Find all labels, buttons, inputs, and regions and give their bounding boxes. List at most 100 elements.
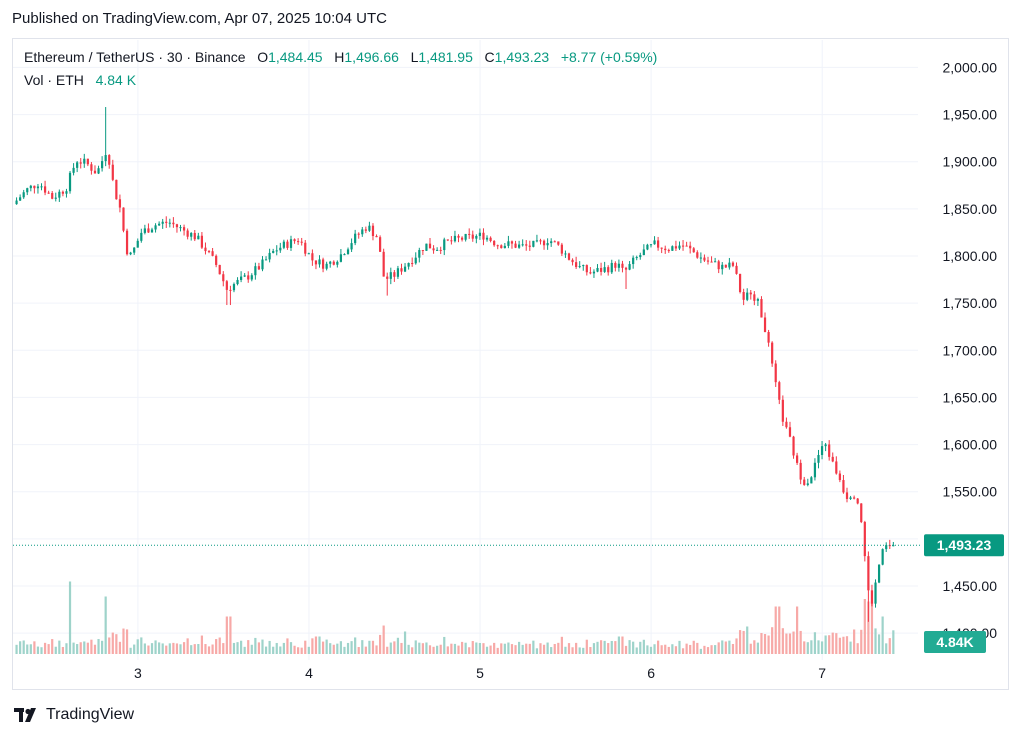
candle-body xyxy=(239,276,243,280)
candle-body xyxy=(571,259,574,263)
volume-bar xyxy=(400,642,403,654)
low-value: 1,481.95 xyxy=(418,49,473,65)
last-volume-label: 4.84K xyxy=(936,634,973,650)
volume-bar xyxy=(632,641,635,654)
volume-bar xyxy=(585,639,588,654)
volume-bar xyxy=(721,640,724,654)
candle-body xyxy=(503,245,506,249)
volume-bar xyxy=(15,644,18,654)
candle-body xyxy=(478,232,482,236)
volume-bar xyxy=(368,640,371,654)
volume-bar xyxy=(738,630,742,654)
volume-bar xyxy=(136,639,139,654)
volume-bar xyxy=(343,646,346,654)
candle-body xyxy=(828,444,831,457)
candle-body xyxy=(86,158,89,165)
volume-bar xyxy=(83,641,86,654)
volume-bar xyxy=(692,640,695,654)
volume-bar xyxy=(667,646,670,654)
volume-bar xyxy=(885,643,888,654)
volume-bar xyxy=(97,639,100,654)
published-caption: Published on TradingView.com, Apr 07, 20… xyxy=(12,10,387,27)
candle-body xyxy=(578,266,581,268)
volume-bar xyxy=(279,646,282,654)
volume-bar xyxy=(785,633,788,654)
candle-body xyxy=(43,186,47,193)
volume-bar xyxy=(457,645,460,654)
open-label: O xyxy=(257,49,269,65)
volume-bar xyxy=(485,646,489,654)
candle-body xyxy=(336,261,339,265)
y-tick-label: 1,450.00 xyxy=(943,578,998,594)
candle-body xyxy=(211,251,214,256)
volume-bar xyxy=(229,616,232,654)
volume-bar xyxy=(200,635,204,654)
volume-bar xyxy=(218,637,221,654)
volume-bar xyxy=(311,638,314,654)
volume-bar xyxy=(735,638,738,654)
footer-brand-name: TradingView xyxy=(46,706,135,723)
volume-bar xyxy=(443,636,446,654)
volume-bar xyxy=(339,641,343,654)
volume-bar xyxy=(542,644,546,654)
candle-body xyxy=(368,225,371,231)
candle-body xyxy=(553,241,556,243)
candle-body xyxy=(118,199,122,208)
candle-body xyxy=(247,275,250,280)
volume-bar xyxy=(510,644,514,654)
volume-bar xyxy=(535,648,539,654)
volume-bar xyxy=(582,647,585,654)
volume-bar xyxy=(425,642,428,654)
candle-body xyxy=(193,232,196,240)
candle-body xyxy=(468,233,471,235)
candle-body xyxy=(671,246,674,251)
candle-body xyxy=(393,272,396,277)
volume-bar xyxy=(820,641,824,654)
candle-body xyxy=(443,239,446,251)
candle-body xyxy=(350,243,353,250)
volume-bar xyxy=(503,643,506,654)
volume-bar xyxy=(717,642,720,654)
candle-body xyxy=(300,241,303,243)
volume-bar xyxy=(550,647,553,654)
candle-body xyxy=(788,427,792,437)
candle-body xyxy=(842,480,845,493)
candle-body xyxy=(93,170,97,174)
candle-body xyxy=(168,222,171,224)
candle-body xyxy=(696,252,699,258)
volume-bar xyxy=(175,643,179,654)
volume-bar xyxy=(571,647,574,654)
candle-body xyxy=(692,248,695,253)
volume-bar xyxy=(158,642,161,654)
volume-bar xyxy=(72,642,75,654)
candle-body xyxy=(361,229,364,235)
volume-bar xyxy=(211,644,214,654)
candle-body xyxy=(803,479,806,485)
volume-bar xyxy=(396,637,400,654)
volume-bar xyxy=(222,643,225,654)
candle-body xyxy=(863,522,866,557)
candle-body xyxy=(76,162,79,168)
candle-body xyxy=(200,235,204,248)
candle-body xyxy=(375,236,378,238)
candle-body xyxy=(229,289,232,291)
close-value: 1,493.23 xyxy=(494,49,550,65)
candle-body xyxy=(853,497,856,499)
volume-bar xyxy=(275,642,278,654)
volume-bar xyxy=(853,629,856,654)
candle-body xyxy=(607,267,610,273)
volume-bar xyxy=(68,581,72,654)
candle-body xyxy=(321,259,325,269)
volume-bar xyxy=(578,647,581,654)
volume-bar xyxy=(225,616,228,654)
volume-bar xyxy=(418,642,421,654)
candle-body xyxy=(550,241,553,244)
candle-body xyxy=(343,254,346,256)
candle-body xyxy=(703,257,706,261)
candle-body xyxy=(781,399,784,422)
candle-body xyxy=(186,230,189,237)
volume-bar xyxy=(774,606,777,654)
candle-body xyxy=(721,264,724,270)
volume-bar xyxy=(133,644,136,654)
